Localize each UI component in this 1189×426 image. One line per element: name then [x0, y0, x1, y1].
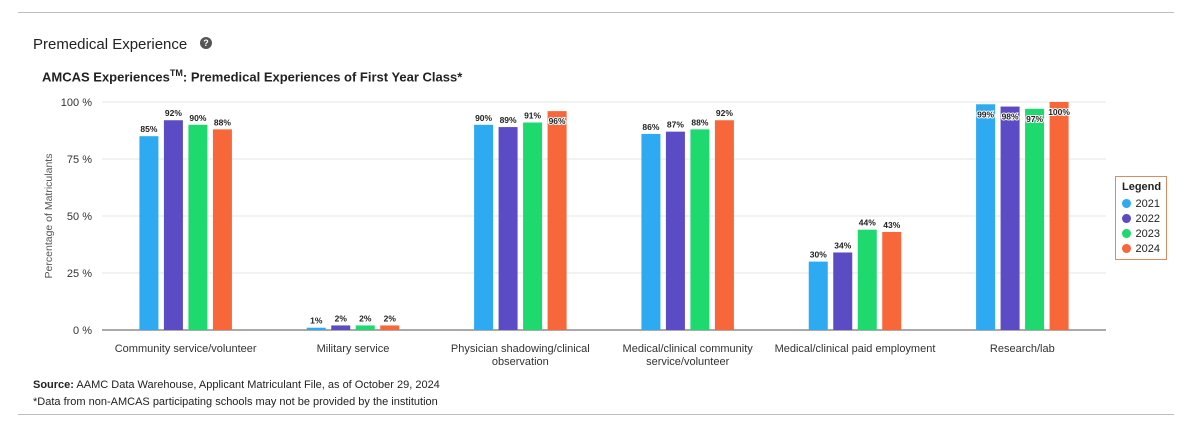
bar: [1000, 106, 1020, 330]
bar: [714, 120, 734, 331]
legend-swatch: [1122, 199, 1131, 208]
data-label: 99%: [977, 109, 994, 119]
data-label: 2%: [384, 313, 397, 323]
bar: [882, 231, 902, 330]
data-label: 100%: [1048, 107, 1070, 117]
data-label: 92%: [716, 108, 733, 118]
data-label: 2%: [335, 313, 348, 323]
y-axis-label: Percentage of Matriculants: [43, 154, 55, 279]
x-tick-label: Medical/clinical paid employment: [775, 343, 936, 355]
data-label: 34%: [834, 240, 851, 250]
y-tick-label: 25 %: [67, 268, 92, 280]
bar: [212, 129, 232, 330]
x-tick-label: Research/lab: [990, 343, 1055, 355]
legend-swatch: [1122, 214, 1131, 223]
data-label: 43%: [883, 220, 900, 230]
data-label: 91%: [524, 111, 541, 121]
bar: [380, 325, 400, 330]
x-tick-label: Military service: [317, 343, 390, 355]
x-tick-label: Medical/clinical community: [623, 343, 754, 355]
data-label: 98%: [1002, 112, 1019, 122]
x-tick-label: Community service/volunteer: [115, 343, 257, 355]
section-title: Premedical Experience: [33, 36, 188, 53]
bar: [523, 122, 543, 331]
data-label: 85%: [140, 124, 157, 134]
data-label: 88%: [214, 117, 231, 127]
data-label: 97%: [1026, 114, 1043, 124]
chart-title: AMCAS ExperiencesTM: Premedical Experien…: [42, 68, 462, 84]
bar: [1025, 108, 1045, 330]
legend-title: Legend: [1122, 181, 1162, 193]
data-label: 2%: [359, 313, 372, 323]
legend-swatch: [1122, 244, 1131, 253]
y-tick-label: 0 %: [73, 325, 92, 337]
y-tick-label: 100 %: [61, 97, 92, 109]
data-label: 1%: [310, 316, 323, 326]
legend-item[interactable]: 2024: [1122, 241, 1160, 256]
bar: [306, 327, 326, 330]
data-label: 44%: [859, 218, 876, 228]
legend-swatch: [1122, 229, 1131, 238]
bar: [355, 325, 375, 330]
data-label: 90%: [475, 113, 492, 123]
top-divider: [18, 12, 1174, 13]
bar: [547, 111, 567, 331]
x-tick-label: Physician shadowing/clinical: [451, 343, 590, 355]
data-label: 96%: [549, 116, 566, 126]
legend-item[interactable]: 2022: [1122, 211, 1160, 226]
data-label: 89%: [500, 115, 517, 125]
bar: [163, 120, 183, 331]
chart-title-superscript: TM: [169, 68, 183, 78]
data-label: 30%: [810, 250, 827, 260]
bar: [188, 124, 208, 330]
question-circle-icon[interactable]: ?: [200, 37, 212, 49]
data-label: 88%: [691, 117, 708, 127]
source-label: Source:: [33, 379, 74, 391]
bar: [665, 131, 685, 330]
footnote: *Data from non-AMCAS participating schoo…: [33, 396, 438, 408]
source-note: Source: AAMC Data Warehouse, Applicant M…: [33, 379, 440, 391]
legend-label: 2023: [1135, 227, 1160, 240]
source-text: AAMC Data Warehouse, Applicant Matricula…: [73, 379, 440, 391]
bar: [833, 252, 853, 330]
y-tick-label: 50 %: [67, 211, 92, 223]
legend-label: 2024: [1135, 242, 1160, 255]
x-tick-label: observation: [492, 356, 549, 368]
data-label: 90%: [189, 113, 206, 123]
bar: [474, 124, 494, 330]
legend-label: 2022: [1135, 212, 1160, 225]
legend-item[interactable]: 2023: [1122, 226, 1160, 241]
bar: [857, 229, 877, 330]
legend: Legend 2021 2022 2023 2024: [1115, 176, 1167, 260]
bar: [641, 133, 661, 330]
chart-title-main: AMCAS Experiences: [42, 69, 170, 85]
bar: [498, 127, 518, 330]
data-label: 86%: [642, 122, 659, 132]
data-label: 87%: [667, 120, 684, 130]
legend-label: 2021: [1135, 197, 1160, 210]
bar: [331, 325, 351, 330]
y-tick-label: 75 %: [67, 154, 92, 166]
bottom-divider: [18, 414, 1174, 415]
bar: [976, 104, 996, 330]
bar: [1049, 102, 1069, 330]
data-label: 92%: [165, 108, 182, 118]
bar: [139, 136, 159, 330]
legend-item[interactable]: 2021: [1122, 196, 1160, 211]
bar: [808, 261, 828, 330]
bar: [690, 129, 710, 330]
chart-title-rest: : Premedical Experiences of First Year C…: [182, 69, 463, 85]
x-tick-label: service/volunteer: [646, 356, 729, 368]
